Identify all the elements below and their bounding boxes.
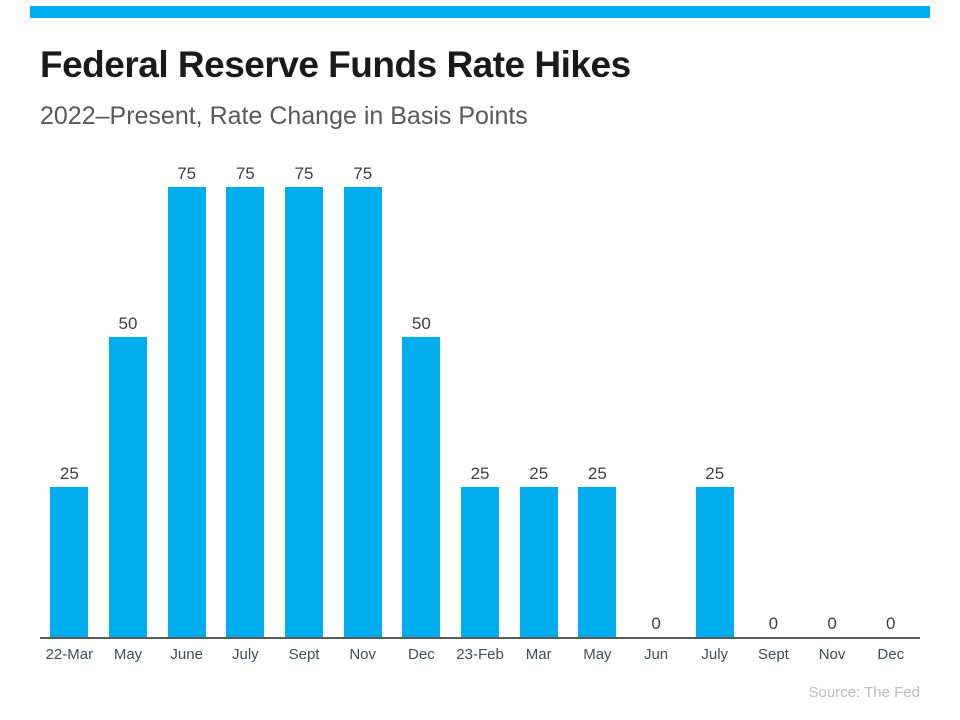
bar-column: 75 (275, 161, 334, 637)
x-axis-label: Mar (525, 646, 552, 663)
bar-column: 50 (99, 161, 158, 637)
x-axis-label: 23-Feb (456, 646, 504, 663)
x-axis-label: 22-Mar (45, 646, 94, 663)
bar-column: 75 (216, 161, 275, 637)
bar-column: 25 (509, 161, 568, 637)
x-axis-label: Nov (349, 646, 377, 663)
x-axis-label: June (170, 646, 203, 663)
bar-value-label: 75 (177, 164, 197, 183)
bar (285, 187, 324, 637)
bar (343, 187, 382, 637)
source-note: Source: The Fed (808, 684, 920, 701)
bar-column: 0 (803, 161, 862, 637)
x-axis-label: Nov (818, 646, 846, 663)
x-axis-label: May (583, 646, 612, 663)
bar-value-label: 25 (529, 464, 549, 483)
bar-value-label: 25 (59, 464, 79, 483)
bar-value-label: 75 (235, 164, 255, 183)
x-axis-label: July (232, 646, 259, 663)
bar (519, 487, 558, 637)
bar-column: 25 (451, 161, 510, 637)
bar (109, 337, 147, 637)
bar-value-label: 0 (768, 614, 779, 633)
bar (578, 487, 617, 637)
bar-value-label: 50 (411, 314, 431, 333)
bar-column: 0 (861, 161, 920, 637)
x-axis-label: Jun (643, 646, 669, 663)
bar-column: 25 (568, 161, 627, 637)
bar-value-label: 75 (353, 164, 373, 183)
bar-column: 75 (157, 161, 216, 637)
x-axis-label: May (113, 646, 143, 663)
bar-column: 75 (333, 161, 392, 637)
bar-value-label: 50 (118, 314, 138, 333)
x-axis-label: Dec (408, 646, 435, 663)
x-axis-label: July (701, 646, 729, 663)
bar-value-label: 25 (470, 464, 490, 483)
bar (695, 487, 734, 637)
bar (50, 487, 89, 637)
bars-row: 25 50 75 75 75 75 50 25 25 25 0 25 0 0 0 (40, 161, 920, 639)
bar-value-label: 0 (886, 614, 896, 633)
bar-value-label: 25 (705, 464, 725, 483)
bar (461, 487, 500, 637)
bar (226, 187, 265, 637)
bar-column: 25 (685, 161, 744, 637)
chart-subtitle: 2022–Present, Rate Change in Basis Point… (40, 102, 528, 130)
bar-value-label: 75 (294, 164, 314, 183)
x-axis-label: Sept (757, 646, 789, 663)
x-axis-label: Dec (877, 646, 905, 663)
chart-title: Federal Reserve Funds Rate Hikes (40, 44, 631, 85)
accent-top-strip (30, 6, 930, 18)
bar-column: 0 (627, 161, 686, 637)
x-axis-label: Sept (288, 646, 320, 663)
bar-column: 0 (744, 161, 803, 637)
bar-chart: 25 50 75 75 75 75 50 25 25 25 0 25 0 0 0 22-Mar May June… (40, 161, 920, 663)
bar-value-label: 0 (827, 614, 837, 633)
bar (167, 187, 206, 637)
bar-column: 50 (392, 161, 451, 637)
categories-row: 22-Mar May June July Sept Nov Dec 23-Feb Mar May J… (40, 639, 920, 663)
bar (402, 337, 441, 637)
bar-value-label: 25 (587, 464, 607, 483)
bar-value-label: 0 (651, 614, 661, 633)
bar-column: 25 (40, 161, 99, 637)
